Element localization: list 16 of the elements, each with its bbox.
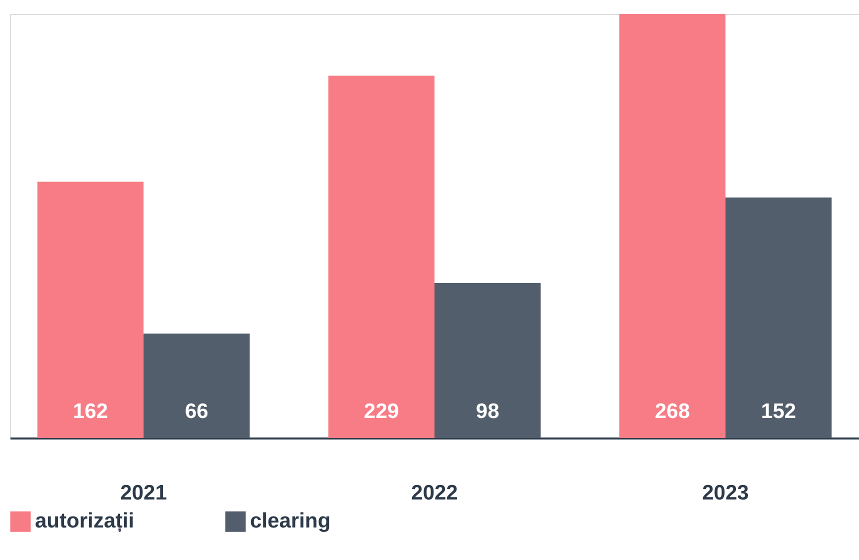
data-label: 98 (476, 400, 500, 423)
x-tick-label: 2021 (120, 482, 168, 504)
x-tick-label: 2022 (411, 482, 458, 504)
bar (434, 282, 541, 438)
data-label: 152 (761, 400, 796, 423)
bar (144, 334, 250, 438)
data-label: 162 (72, 400, 108, 423)
data-label: 268 (654, 400, 690, 423)
x-tick-label: 2023 (702, 482, 749, 504)
data-label: 229 (364, 400, 399, 423)
bar (37, 182, 144, 438)
data-label: 66 (184, 400, 208, 423)
legend-label: clearing (250, 510, 331, 533)
bar (725, 198, 832, 438)
bar (328, 76, 434, 438)
bar (619, 14, 726, 438)
